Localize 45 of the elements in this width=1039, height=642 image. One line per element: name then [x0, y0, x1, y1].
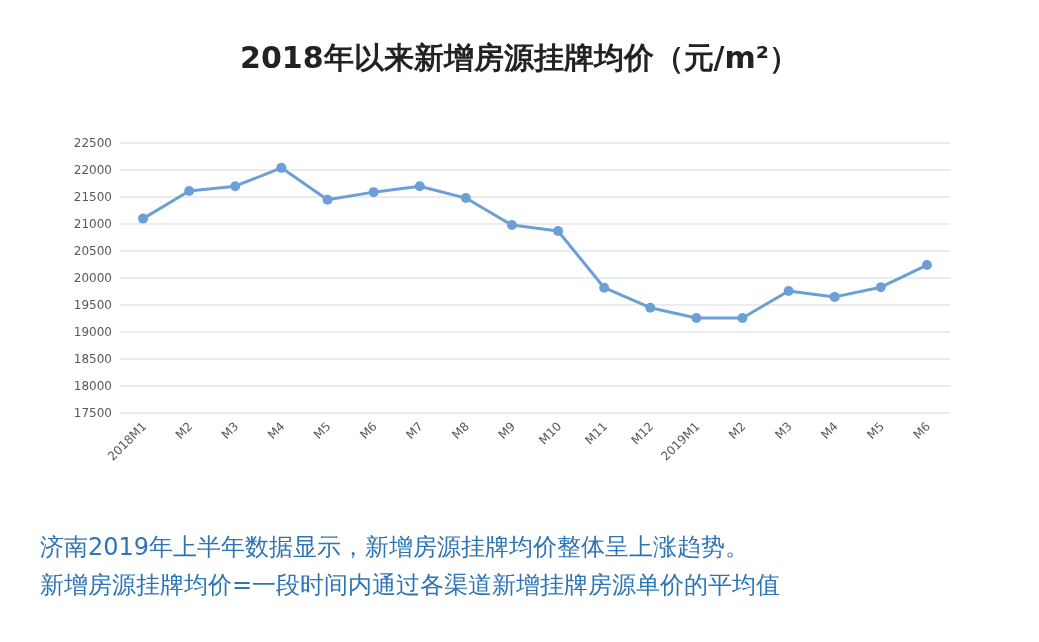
point: [184, 186, 195, 197]
x-tick-label: M5: [310, 419, 334, 442]
x-tick-label: M2: [172, 419, 196, 442]
point: [414, 181, 425, 192]
y-tick-label: 22500: [73, 136, 112, 150]
point: [737, 312, 748, 323]
x-tick-label: M6: [910, 419, 934, 442]
text: 济南2019年上半年数据显示，新增房源挂牌均价整体呈上涨趋势。: [40, 533, 750, 561]
y-tick-label: 20500: [73, 244, 112, 258]
x-tick-label: M4: [264, 419, 288, 442]
x-tick-label: M2: [725, 419, 749, 442]
point: [506, 220, 517, 231]
point: [368, 187, 379, 198]
point: [645, 302, 656, 313]
point: [875, 282, 886, 293]
x-tick-label: M3: [772, 419, 795, 442]
text: 新增房源挂牌均价=一段时间内通过各渠道新增挂牌房源单价的平均值: [40, 571, 781, 599]
y-tick-label: 19000: [73, 325, 112, 339]
y-tick-label: 22000: [73, 163, 112, 177]
y-tick-label: 17500: [73, 406, 112, 420]
point: [783, 285, 794, 296]
point: [553, 226, 564, 237]
x-tick-label: M7: [403, 419, 426, 442]
point: [829, 291, 840, 302]
y-tick-label: 21500: [73, 190, 112, 204]
y-tick-label: 18000: [73, 379, 112, 393]
x-tick-label: M9: [495, 419, 519, 442]
point: [230, 181, 241, 192]
y-tick-label: 18500: [73, 352, 112, 366]
chart-title: 2018年以来新增房源挂牌均价（元/m²）: [240, 40, 799, 75]
x-tick-label: M3: [218, 419, 242, 442]
y-tick-label: 20000: [73, 271, 112, 285]
y-tick-label: 21000: [73, 217, 112, 231]
point: [322, 194, 333, 205]
x-tick-label: M6: [357, 419, 380, 442]
x-tick-label: M4: [818, 419, 841, 442]
y-tick-label: 19500: [73, 298, 112, 312]
point: [138, 213, 149, 224]
point: [921, 260, 932, 271]
point: [691, 312, 702, 323]
point: [276, 162, 287, 173]
point: [460, 193, 471, 204]
point: [599, 282, 610, 293]
x-tick-label: M8: [449, 419, 472, 442]
x-tick-label: M5: [864, 419, 887, 442]
